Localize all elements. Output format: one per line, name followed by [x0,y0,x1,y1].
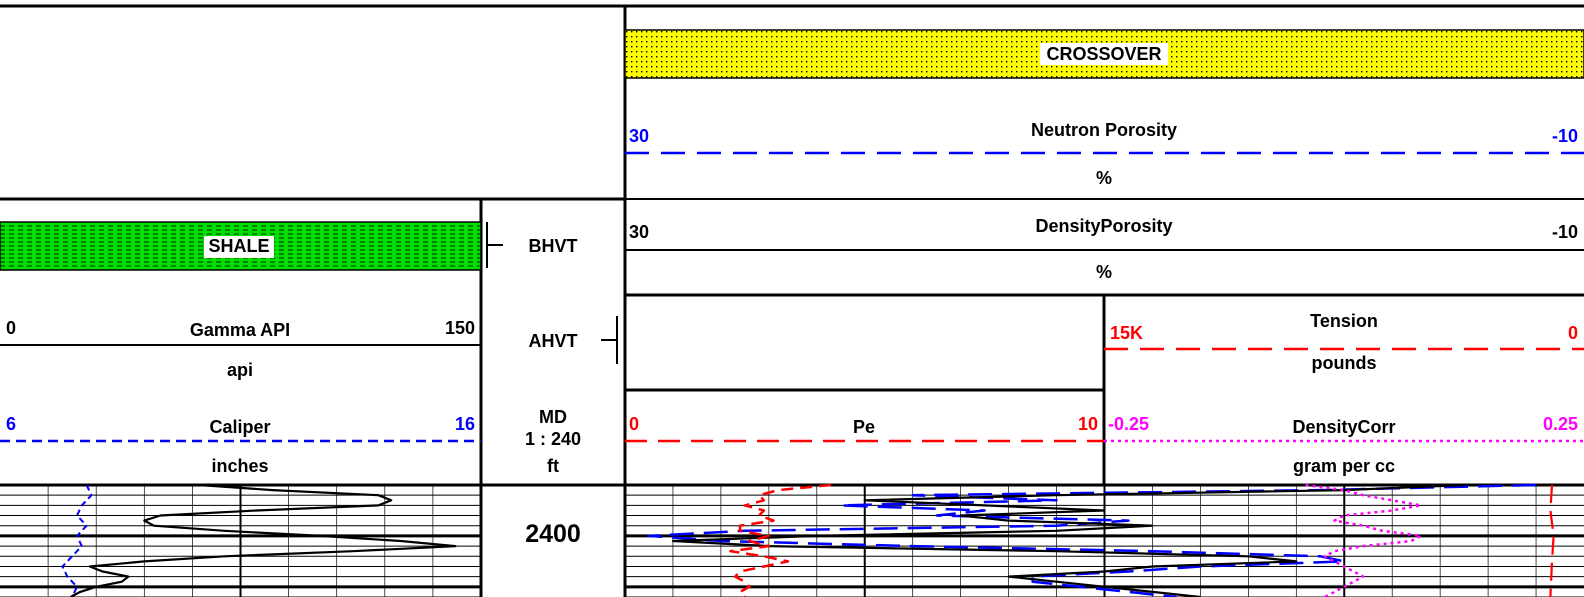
dcorr-unit: gram per cc [1293,456,1395,476]
caliper-left: 6 [6,414,16,434]
bhvt-symbol [486,222,503,268]
curve-tension [1549,484,1555,597]
neutron-name: Neutron Porosity [1031,120,1177,140]
dphi-left: 30 [629,222,649,242]
tension-unit: pounds [1312,353,1377,373]
caliper-unit: inches [211,456,268,476]
shale-label: SHALE [208,236,269,256]
dcorr-name: DensityCorr [1292,417,1395,437]
ahvt-symbol [601,316,618,364]
neutron-right: -10 [1552,126,1578,146]
curve-gamma-api [69,483,457,597]
depth-unit: ft [547,456,559,476]
scale-label: 1 : 240 [525,429,581,449]
md-label: MD [539,407,567,427]
bhvt-label: BHVT [529,236,578,256]
neutron-left: 30 [629,126,649,146]
dphi-right: -10 [1552,222,1578,242]
dphi-unit: % [1096,262,1112,282]
dcorr-right: 0.25 [1543,414,1578,434]
tension-left: 15K [1110,323,1143,343]
gamma-name: Gamma API [190,320,290,340]
gamma-left: 0 [6,318,16,338]
caliper-right: 16 [455,414,475,434]
tension-name: Tension [1310,311,1378,331]
curve-pe [729,483,832,597]
curve-densitycorr [1305,483,1423,597]
depth-marker: 2400 [525,520,581,548]
neutron-unit: % [1096,168,1112,188]
log-curves [61,483,1555,597]
pe-right: 10 [1078,414,1098,434]
crossover-label-bg [1040,43,1168,65]
header-dividers [0,198,1584,346]
gamma-right: 150 [445,318,475,338]
crossover-label: CROSSOVER [1046,44,1161,64]
ahvt-label: AHVT [529,331,578,351]
shale-label-bg [204,236,274,258]
log-frame [0,4,1584,597]
gamma-unit: api [227,360,253,380]
dphi-name: DensityPorosity [1035,216,1172,236]
pe-name: Pe [853,417,875,437]
dcorr-left: -0.25 [1108,414,1149,434]
caliper-name: Caliper [209,417,270,437]
pe-left: 0 [629,414,639,434]
tension-right: 0 [1568,323,1578,343]
curve-caliper [61,484,93,597]
log-grid [0,483,1584,597]
curve-densityporosity [671,483,1465,597]
